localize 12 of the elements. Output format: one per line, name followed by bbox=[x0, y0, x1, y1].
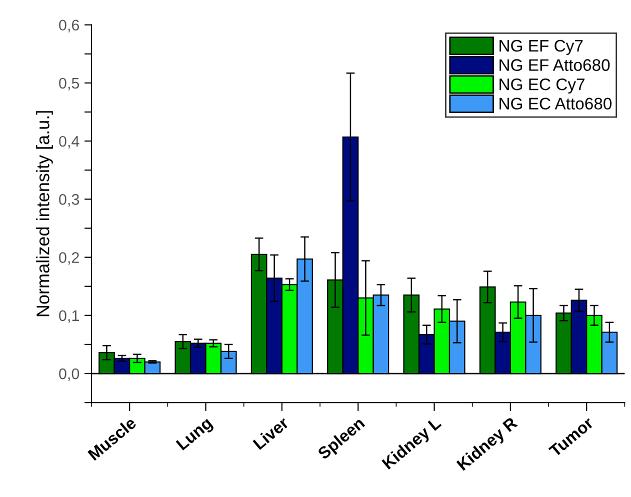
y-tick-label: 0,3 bbox=[59, 194, 80, 207]
legend-label: NG EF Atto680 bbox=[500, 59, 610, 71]
y-tick-label: 0,2 bbox=[59, 252, 79, 265]
y-tick-label: 0,6 bbox=[59, 20, 80, 32]
legend-label: NG EC Atto680 bbox=[500, 98, 612, 110]
y-axis-title: Normalized intensity [a.u.] bbox=[36, 111, 53, 316]
y-tick-label: 0,1 bbox=[59, 310, 79, 323]
legend-label: NG EC Cy7 bbox=[500, 78, 584, 94]
y-tick-label: 0,4 bbox=[59, 136, 80, 149]
y-tick-label: 0,0 bbox=[59, 368, 80, 382]
y-tick-label: 0,5 bbox=[59, 78, 80, 90]
legend-label: NG EF Cy7 bbox=[500, 40, 583, 55]
